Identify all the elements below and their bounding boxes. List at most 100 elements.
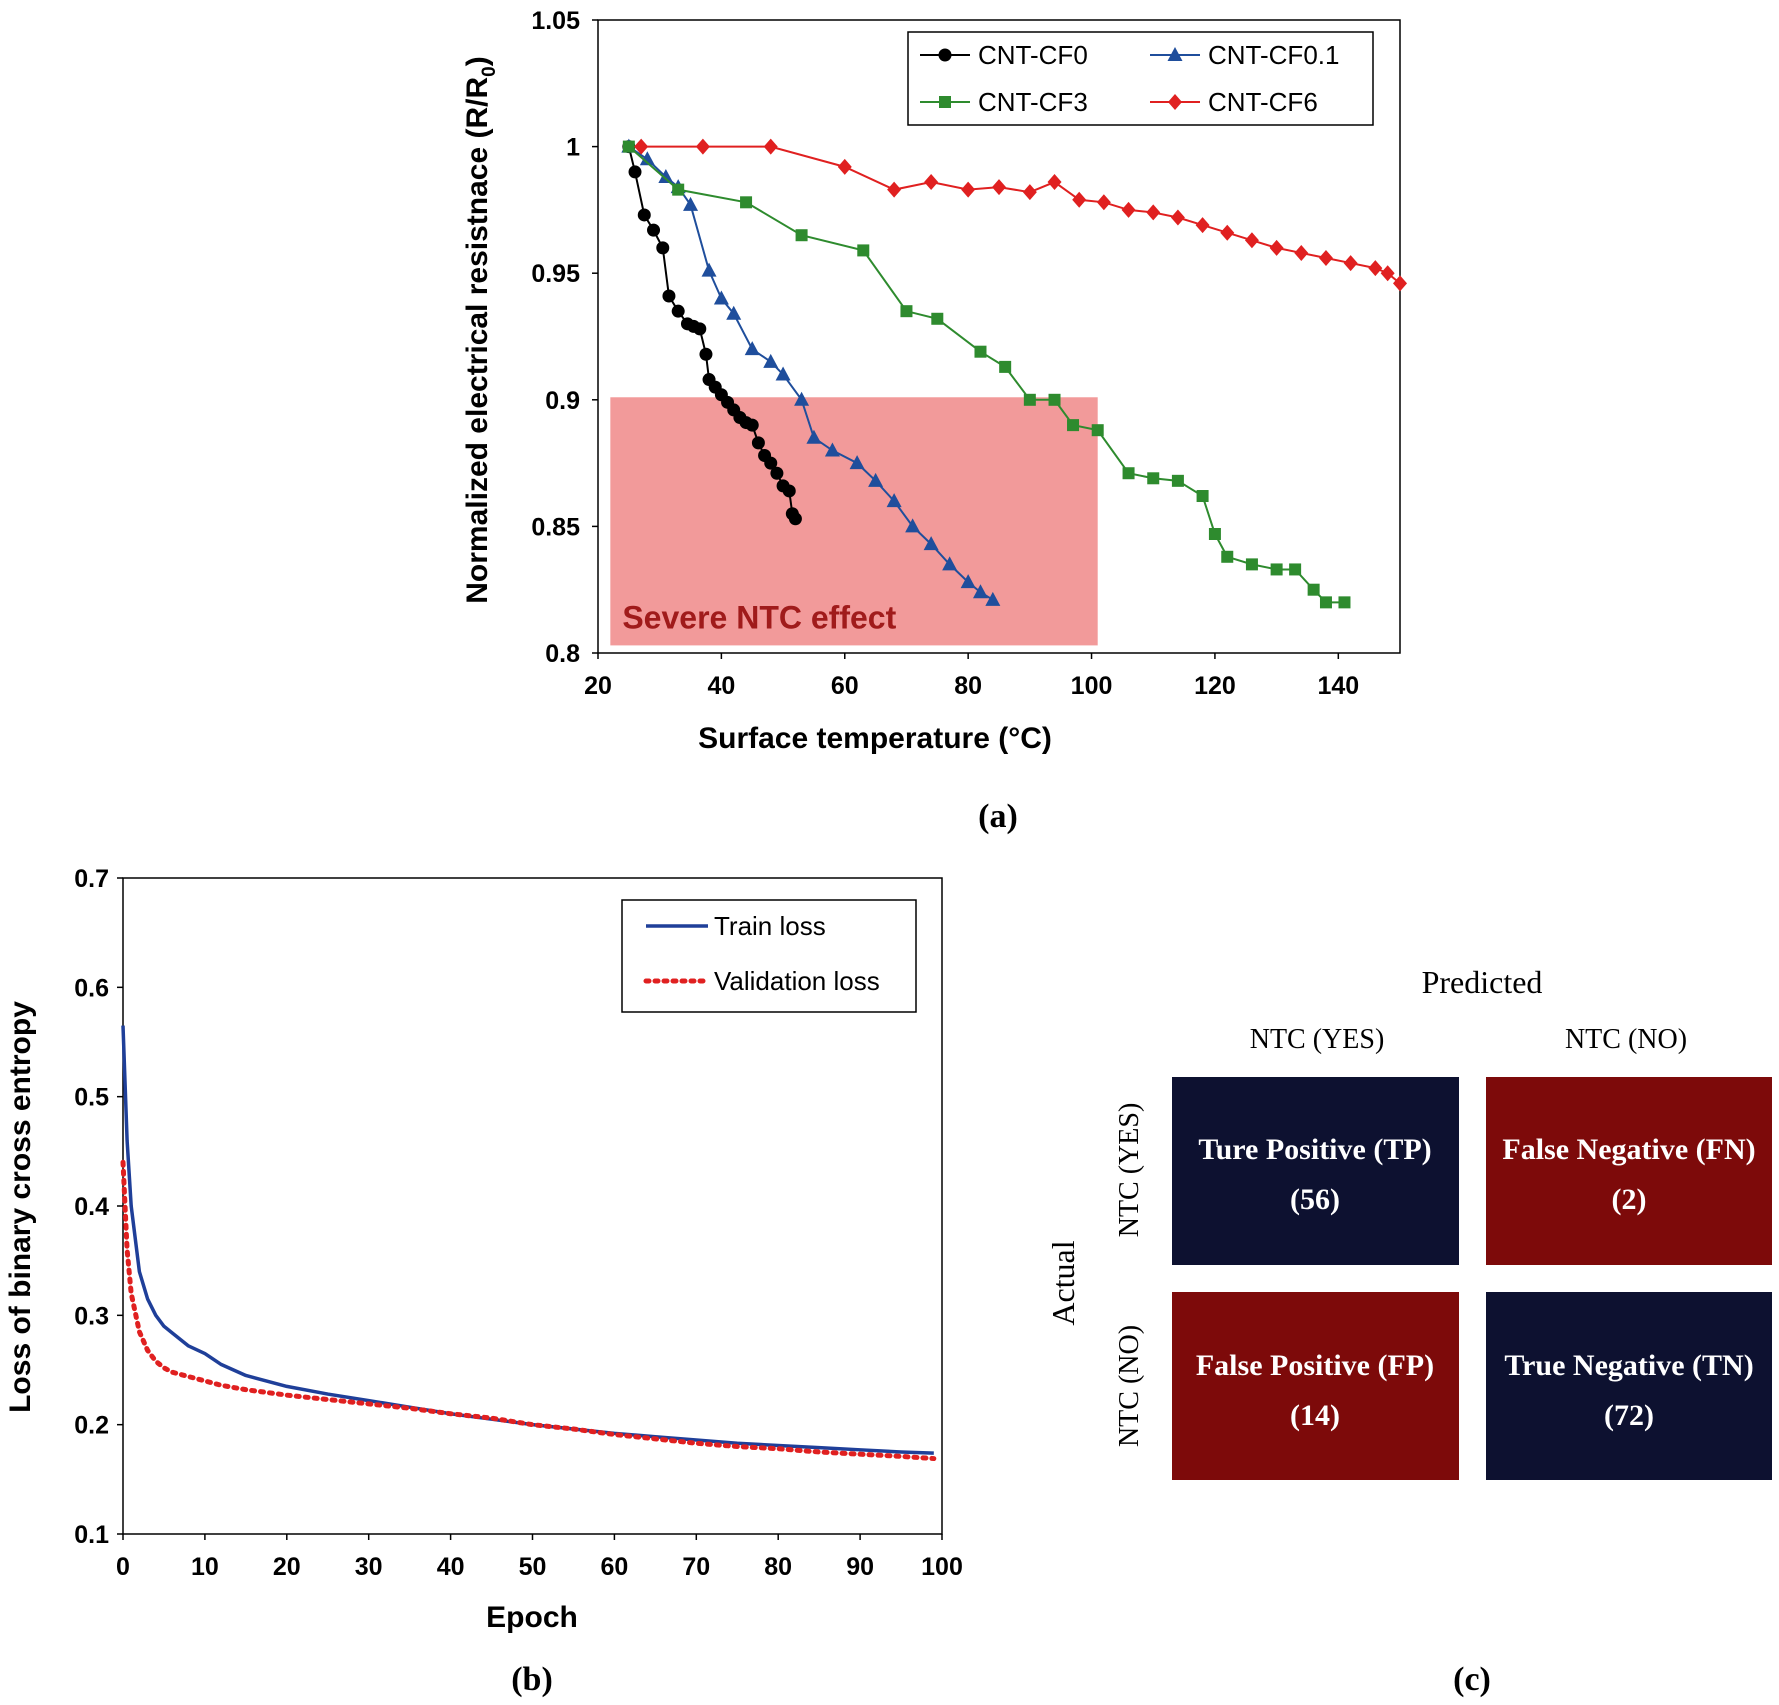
data-point [1393, 275, 1407, 292]
col-header-no: NTC (NO) [1565, 1024, 1687, 1055]
panel-c-confusion-matrix: Predicted NTC (YES) NTC (NO) Actual NTC … [1045, 964, 1772, 1698]
panel-a-series [621, 138, 1407, 609]
panel-a-y-axis-title-subscript: 0 [479, 66, 500, 77]
data-point [751, 436, 765, 450]
data-point [672, 183, 685, 196]
data-point [1171, 474, 1184, 487]
legend-label: CNT-CF0 [978, 40, 1088, 70]
data-point [713, 290, 729, 305]
data-point [1147, 472, 1160, 485]
data-point [637, 208, 651, 222]
panel-a-plot-frame [597, 19, 1401, 654]
data-point [1338, 596, 1351, 609]
data-point [806, 429, 822, 444]
x-tick-label: 90 [846, 1553, 874, 1581]
data-point [639, 151, 655, 166]
data-point [683, 196, 699, 211]
cell-true-negative-label: True Negative (TN) [1504, 1349, 1753, 1382]
legend-label: CNT-CF3 [978, 87, 1088, 117]
data-point [775, 366, 791, 381]
data-point [868, 472, 884, 487]
panel-a-y-axis-title-main: Normalized electrical resistnace (R/R [461, 77, 494, 604]
data-point [1294, 244, 1309, 261]
y-tick-label: 0.5 [74, 1084, 109, 1112]
data-point [886, 493, 902, 508]
panel-b-y-axis-title: Loss of binary cross entropy [4, 1001, 37, 1413]
cell-false-negative [1486, 1077, 1772, 1265]
x-tick-label: 100 [921, 1553, 963, 1581]
y-tick-label: 0.8 [545, 640, 580, 668]
data-point [974, 345, 987, 358]
x-tick-label: 80 [954, 672, 982, 700]
data-point [905, 518, 921, 533]
data-point [763, 353, 779, 368]
data-point [788, 512, 802, 526]
data-point [1022, 184, 1037, 201]
x-tick-label: 100 [1071, 672, 1113, 700]
panel-a-chart: Severe NTC effect 0.8 0.85 0.9 0.95 1 1.05 20 4… [461, 7, 1407, 835]
x-tick-label: 10 [191, 1553, 219, 1581]
y-tick-label: 0.3 [74, 1302, 109, 1330]
data-point [770, 466, 784, 480]
severe-ntc-label: Severe NTC effect [622, 599, 896, 635]
row-header-yes: NTC (YES) [1114, 1103, 1145, 1238]
panel-a-y-axis-title-close: ) [461, 56, 494, 66]
panel-b-tick-labels: 0.1 0.2 0.3 0.4 0.5 0.6 0.7 0 10 20 30 40 50 60 70 80 90… [74, 865, 963, 1581]
data-point [647, 223, 661, 237]
x-tick-label: 40 [437, 1553, 465, 1581]
data-point [693, 322, 707, 336]
data-point [1220, 224, 1235, 241]
data-point [1270, 563, 1283, 576]
cell-true-negative-count: (72) [1604, 1399, 1654, 1432]
data-point [923, 536, 939, 551]
data-point [1121, 201, 1136, 218]
data-point [961, 181, 976, 198]
data-point [744, 341, 760, 356]
series-line-train-loss [121, 1025, 934, 1455]
x-tick-label: 50 [519, 1553, 547, 1581]
x-tick-label: 120 [1194, 672, 1236, 700]
cell-false-positive [1172, 1292, 1459, 1480]
data-point [1067, 419, 1080, 432]
data-point [671, 304, 685, 318]
cell-true-positive [1172, 1077, 1459, 1265]
data-point [1343, 255, 1358, 272]
data-point [1047, 174, 1062, 191]
data-point [924, 174, 939, 191]
data-point [1318, 250, 1333, 267]
data-point [1208, 527, 1221, 540]
panel-c-label: (c) [1453, 1661, 1491, 1698]
y-tick-label: 1.05 [531, 7, 580, 35]
legend-box [907, 31, 1374, 126]
data-point [656, 241, 670, 255]
data-point [662, 289, 676, 303]
data-point [1146, 204, 1161, 221]
x-tick-label: 0 [116, 1553, 130, 1581]
y-tick-label: 0.85 [531, 513, 580, 541]
panel-b-label: (b) [511, 1661, 553, 1698]
panel-a-x-axis-title: Surface temperature (°C) [698, 722, 1052, 755]
data-point [1023, 393, 1036, 406]
legend-label: CNT-CF6 [1208, 87, 1318, 117]
data-point [887, 181, 902, 198]
panel-b-legend: Train loss Validation loss [621, 899, 917, 1013]
data-point [795, 229, 808, 242]
severe-ntc-region [610, 397, 1098, 646]
col-header-yes: NTC (YES) [1250, 1024, 1385, 1055]
data-point [764, 456, 778, 470]
y-tick-label: 0.1 [74, 1521, 109, 1549]
data-point [1196, 490, 1209, 503]
data-point [1244, 232, 1259, 249]
legend-marker [1168, 94, 1182, 110]
cell-true-negative [1486, 1292, 1772, 1480]
panel-a-axes [592, 19, 1401, 659]
panel-a-tick-labels: 0.8 0.85 0.9 0.95 1 1.05 20 40 60 80 100 120 140 [531, 7, 1359, 700]
x-tick-label: 60 [600, 1553, 628, 1581]
data-point [699, 347, 713, 361]
cell-false-positive-count: (14) [1290, 1399, 1340, 1432]
data-point [1269, 239, 1284, 256]
data-point [972, 584, 988, 599]
panel-b-chart: 0.1 0.2 0.3 0.4 0.5 0.6 0.7 0 10 20 30 40 50 60 70 80 90… [4, 865, 963, 1698]
cell-true-positive-label: Ture Positive (TP) [1198, 1133, 1431, 1166]
